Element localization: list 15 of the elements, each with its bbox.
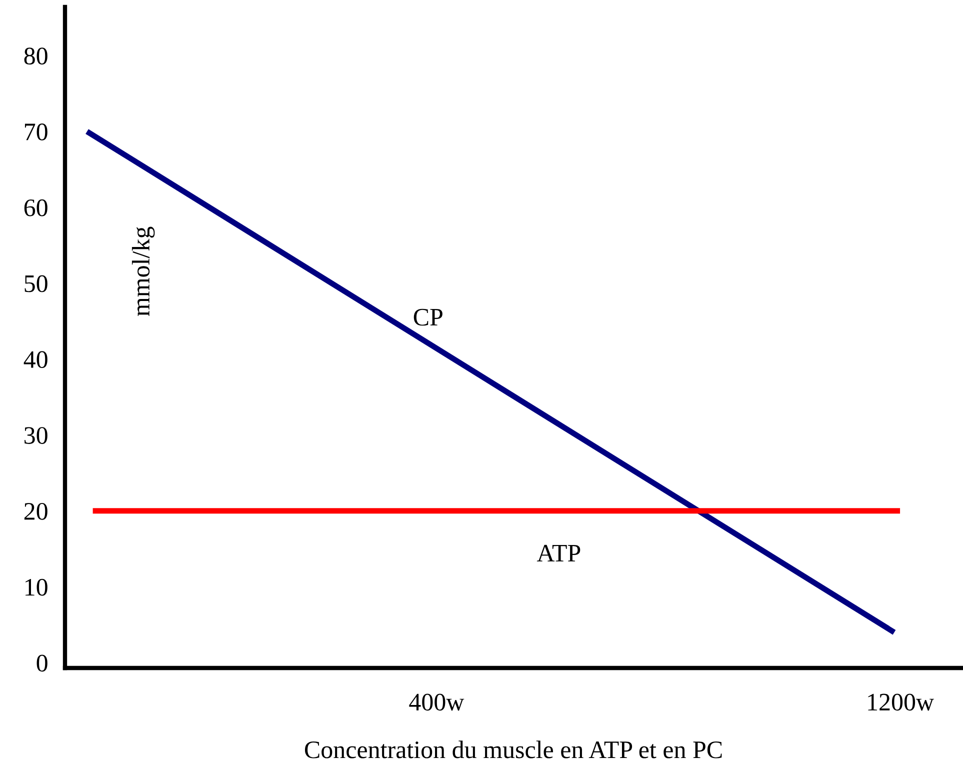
- y-tick-label: 10: [26, 578, 48, 596]
- series-label: ATP: [536, 544, 580, 562]
- x-tick-label: 400w: [409, 694, 464, 711]
- y-tick-label: 0: [36, 654, 48, 672]
- y-axis-title: mmol/kg: [132, 226, 155, 316]
- y-tick-label: 60: [24, 199, 48, 216]
- y-tick-label: 30: [24, 427, 48, 444]
- y-tick-label: 80: [24, 48, 48, 64]
- y-tick-label: 70: [24, 124, 48, 140]
- x-tick-label: 1200w: [868, 694, 934, 711]
- series-label: CP: [414, 308, 442, 326]
- y-tick-label: 50: [24, 275, 48, 292]
- y-tick-label: 20: [24, 502, 48, 520]
- y-tick-label: 40: [24, 351, 48, 368]
- x-axis-title: Concentration du muscle en ATP et en PC: [304, 740, 722, 758]
